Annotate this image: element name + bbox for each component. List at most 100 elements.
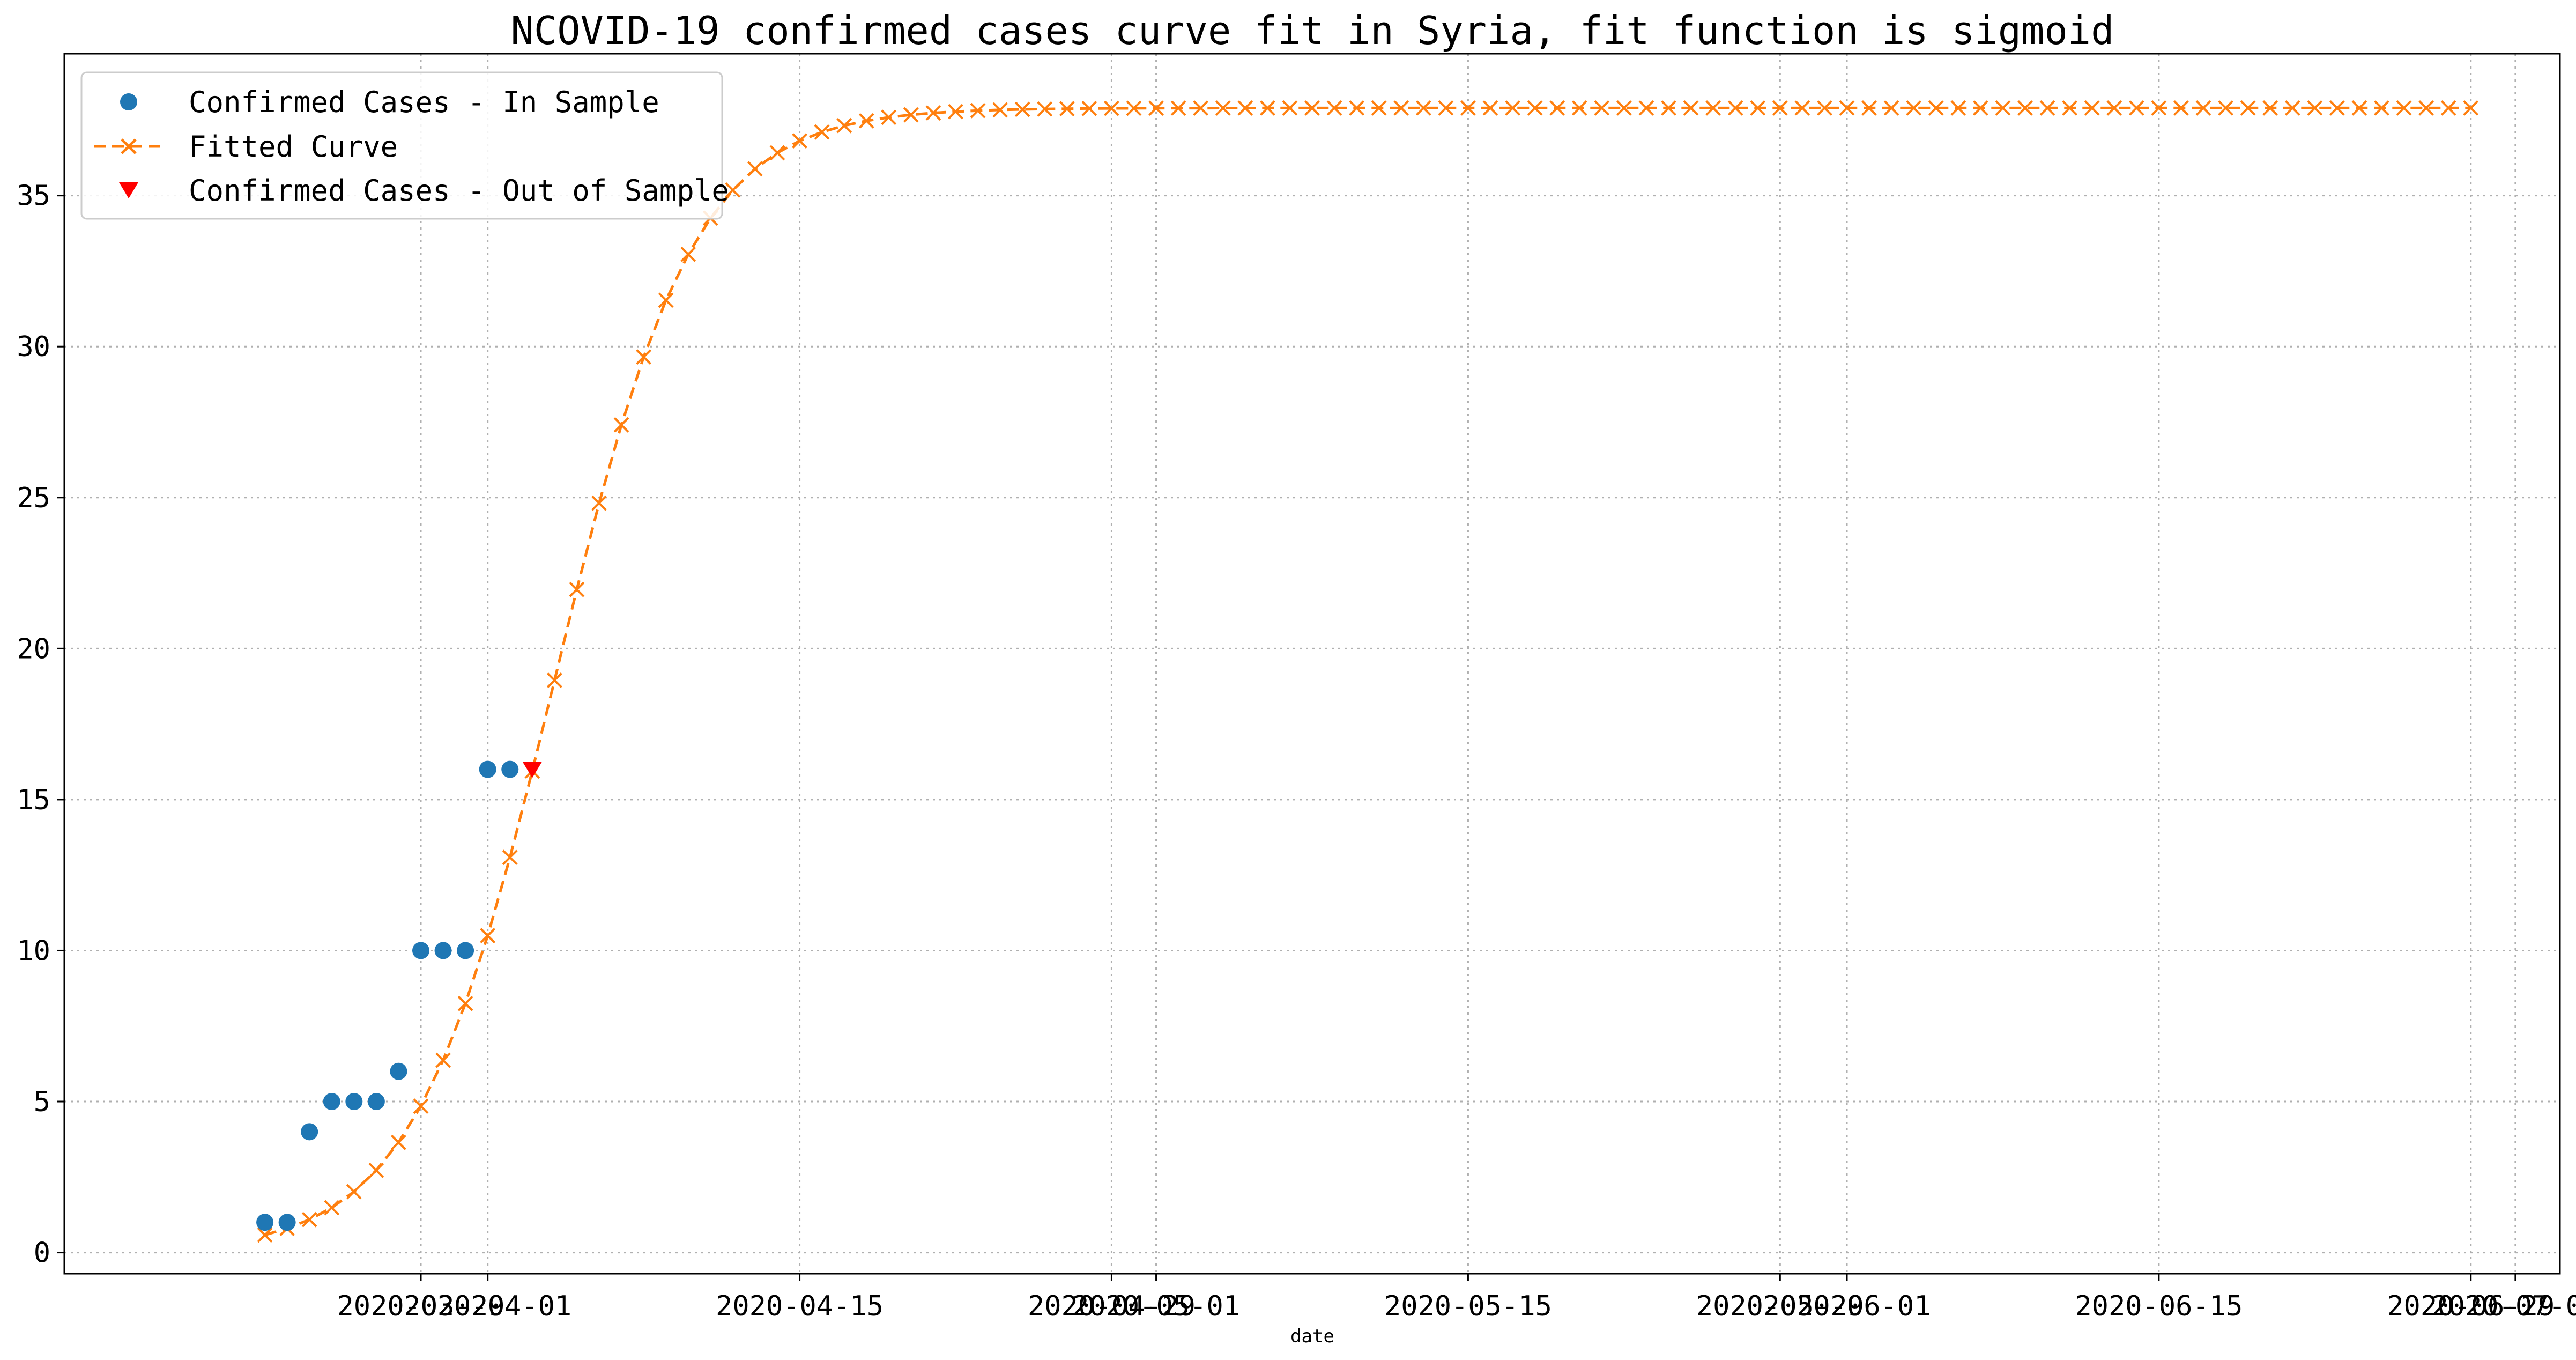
- fitted-curve-marker: [2351, 100, 2367, 116]
- fitted-curve-marker: [502, 849, 518, 866]
- fitted-curve-marker: [435, 1052, 451, 1068]
- grid: [64, 54, 2560, 1274]
- fitted-curve-marker: [2062, 100, 2078, 116]
- in-sample-point: [323, 1093, 340, 1111]
- fitted-curve-marker: [1349, 100, 1365, 116]
- fitted-curve-marker: [2128, 100, 2144, 116]
- fitted-curve-marker: [324, 1200, 340, 1216]
- in-sample-point: [367, 1093, 385, 1111]
- fitted-curve-marker: [680, 246, 696, 262]
- fitted-curve-marker: [725, 182, 741, 198]
- fitted-curve-marker: [1616, 100, 1632, 116]
- fitted-curve-marker: [2396, 100, 2412, 116]
- fitted-curve-marker: [2418, 100, 2434, 116]
- y-tick-label: 15: [17, 784, 50, 816]
- fitted-curve-marker: [925, 105, 941, 121]
- in-sample-point: [345, 1093, 363, 1111]
- fitted-curve-marker: [2151, 100, 2167, 116]
- fitted-curve-marker: [1705, 100, 1721, 116]
- fitted-curve-marker: [836, 117, 852, 134]
- fitted-curve-marker: [1170, 100, 1186, 116]
- x-tick-label: 2020-04-29: [1028, 1290, 1196, 1322]
- y-tick-label: 20: [17, 633, 50, 665]
- x-tick-label: 2020-05-29: [1696, 1290, 1864, 1322]
- fitted-curve-marker: [1037, 101, 1053, 117]
- legend-circle-marker-icon: [120, 93, 137, 110]
- fitted-curve-marker: [903, 107, 919, 123]
- fitted-curve-marker: [2084, 100, 2100, 116]
- fitted-curve-marker: [346, 1184, 362, 1200]
- fitted-curve-marker: [613, 417, 629, 433]
- fitted-curve-marker: [2218, 100, 2233, 116]
- fitted-curve-marker: [1661, 100, 1676, 116]
- fitted-curve-marker: [2284, 100, 2300, 116]
- fitted-curve-marker: [2307, 100, 2323, 116]
- fitted-curve-marker: [858, 113, 874, 129]
- fitted-curve-marker: [1304, 100, 1320, 116]
- fitted-curve-marker: [1059, 101, 1075, 117]
- fitted-curve-marker: [1727, 100, 1743, 116]
- fitted-curve-marker: [1772, 100, 1788, 116]
- fitted-curve-marker: [658, 292, 674, 308]
- fitted-curve-marker: [391, 1134, 406, 1150]
- out-of-sample-points: [522, 762, 542, 778]
- fitted-curve-marker: [1928, 100, 1944, 116]
- fitted-curve-line: [264, 106, 2471, 1237]
- fitted-curve-marker: [1282, 100, 1298, 116]
- legend-box: [80, 71, 723, 220]
- x-tick-label: 2020-07-01: [2431, 1290, 2576, 1322]
- plot-frame: [63, 53, 2561, 1275]
- fitted-curve-marker: [1549, 100, 1565, 116]
- fitted-curve-marker: [881, 109, 897, 125]
- fitted-curve-marker: [1259, 100, 1275, 116]
- legend-entry-out-of-sample: Confirmed Cases - Out of Sample: [119, 174, 729, 208]
- fitted-curve-marker: [457, 995, 473, 1011]
- fitted-curve-marker: [1638, 100, 1654, 116]
- x-tick-label: 2020-06-29: [2387, 1290, 2555, 1322]
- fitted-curve-marker: [413, 1098, 429, 1114]
- fitted-curve-marker: [2240, 100, 2256, 116]
- x-tick-label: 2020-03-29: [337, 1290, 504, 1322]
- x-tick-label: 2020-04-15: [716, 1290, 884, 1322]
- fitted-curve-marker: [1861, 100, 1877, 116]
- in-sample-point: [256, 1214, 274, 1231]
- fitted-curve-marker: [1014, 101, 1030, 117]
- fitted-curve-marker: [480, 928, 496, 944]
- fitted-curve-marker: [814, 124, 830, 140]
- x-tick-label: 2020-06-15: [2075, 1290, 2243, 1322]
- x-tick-label: 2020-05-15: [1384, 1290, 1552, 1322]
- fitted-curve-marker: [636, 349, 652, 365]
- fitted-curve-marker: [1883, 100, 1899, 116]
- fitted-curve-marker: [992, 102, 1008, 118]
- legend-entry-fitted-curve: Fitted Curve: [94, 130, 398, 164]
- y-tick-label: 25: [17, 482, 50, 514]
- fitted-curve-marker: [2195, 100, 2211, 116]
- fitted-curve-marker: [1371, 100, 1387, 116]
- fitted-curve-marker: [2440, 100, 2456, 116]
- fitted-curve-marker: [747, 161, 763, 177]
- fitted-curve-marker: [301, 1211, 317, 1228]
- fitted-curve-marker: [1571, 100, 1587, 116]
- fitted-curve-marker: [948, 104, 963, 120]
- in-sample-points: [256, 760, 519, 1231]
- fitted-curve-marker: [1750, 100, 1766, 116]
- in-sample-point: [479, 760, 496, 778]
- fitted-curve-marker: [1326, 100, 1342, 116]
- legend-x-marker-icon: [121, 138, 137, 154]
- y-tick-label: 5: [34, 1086, 50, 1118]
- fitted-curve-marker: [2329, 100, 2345, 116]
- fitted-curve-marker: [1393, 100, 1409, 116]
- fitted-curve-marker: [2039, 100, 2055, 116]
- fitted-curve-marker: [1460, 100, 1476, 116]
- in-sample-point: [434, 942, 452, 959]
- fitted-curve-marker: [1482, 100, 1498, 116]
- fitted-curve-marker: [1906, 100, 1922, 116]
- in-sample-point: [278, 1214, 296, 1231]
- fitted-curve-marker: [2106, 100, 2122, 116]
- fitted-curve-marker: [1594, 100, 1610, 116]
- fitted-curve-marker: [1104, 100, 1119, 116]
- fitted-curve-marker: [792, 133, 807, 149]
- x-tick-label: 2020-06-01: [1763, 1290, 1931, 1322]
- in-sample-point: [501, 760, 519, 778]
